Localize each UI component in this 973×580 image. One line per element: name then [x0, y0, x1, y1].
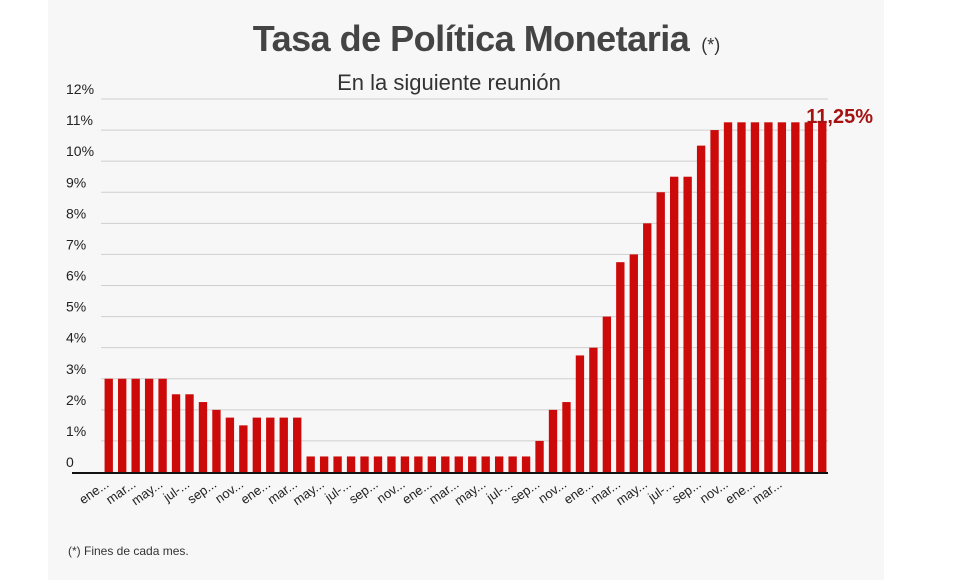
bar: [360, 456, 369, 472]
x-tick-label: sep...: [346, 476, 381, 507]
bar: [818, 122, 827, 472]
bar: [643, 223, 652, 472]
bar: [710, 130, 719, 473]
bar: [670, 176, 679, 473]
bar: [198, 402, 208, 472]
bar: [387, 456, 396, 472]
bar: [346, 456, 356, 472]
x-tick-label: jul-...: [160, 476, 192, 505]
chart-subtitle: En la siguiente reunión: [337, 70, 561, 95]
y-tick-label: 7%: [66, 236, 86, 252]
bar: [575, 355, 585, 472]
bar: [306, 456, 315, 472]
bar: [185, 394, 194, 472]
bar: [468, 456, 477, 472]
y-tick-label: 3%: [66, 361, 86, 377]
y-tick-label: 6%: [66, 268, 86, 284]
bar: [333, 456, 342, 472]
y-tick-label: 5%: [66, 299, 86, 315]
chart-title-block: Tasa de Política Monetaria (*): [0, 18, 973, 60]
bar: [777, 122, 787, 472]
bar: [400, 456, 410, 472]
x-tick-label: nov...: [535, 476, 569, 506]
y-tick-label: 11%: [66, 112, 93, 128]
y-tick-label: 1%: [66, 423, 86, 439]
bar: [602, 316, 612, 472]
x-tick-label: jul-...: [644, 476, 676, 505]
y-tick-label: 12%: [66, 81, 94, 97]
x-tick-label: nov...: [697, 476, 731, 506]
y-tick-label: 10%: [66, 143, 94, 159]
bar: [804, 122, 813, 472]
chart-title: Tasa de Política Monetaria: [252, 18, 690, 59]
footnote: (*) Fines de cada mes.: [68, 544, 189, 558]
bar: [535, 440, 544, 472]
bar: [225, 417, 235, 472]
last-value-label: 11,25%: [806, 106, 873, 128]
bar: [293, 417, 302, 472]
x-tick-label: sep...: [669, 476, 704, 507]
bar: [521, 456, 531, 472]
x-tick-label: jul-...: [321, 476, 353, 505]
bar: [158, 378, 167, 472]
bar: [212, 409, 221, 472]
bar: [723, 122, 733, 472]
bar: [656, 192, 665, 472]
bar: [750, 122, 760, 472]
bar: [683, 176, 692, 473]
bar: [441, 456, 450, 472]
bar: [252, 417, 261, 472]
bar: [562, 402, 571, 472]
x-tick-label: nov...: [212, 476, 246, 506]
x-tick-label: nov...: [374, 476, 408, 506]
bar: [548, 409, 558, 472]
bar: [629, 254, 638, 472]
y-tick-label: 4%: [66, 330, 86, 346]
bar: [764, 122, 773, 472]
bar: [454, 456, 463, 472]
y-tick-label: 8%: [66, 205, 86, 221]
bar: [589, 347, 598, 472]
x-tick-label: jul-...: [483, 476, 515, 505]
bar: [239, 425, 248, 472]
bar: [319, 456, 329, 472]
bar: [481, 456, 490, 472]
bar: [427, 456, 437, 472]
bar: [508, 456, 517, 472]
bar: [373, 456, 383, 472]
y-tick-label: 9%: [66, 174, 86, 190]
y-tick-label: 2%: [66, 392, 86, 408]
bar: [266, 417, 275, 472]
x-tick-label: sep...: [185, 476, 220, 507]
x-tick-label: sep...: [508, 476, 543, 507]
bar: [171, 394, 181, 472]
x-tick-label: mar...: [749, 476, 784, 507]
bar: [131, 378, 140, 472]
title-note: (*): [701, 35, 721, 55]
bar: [494, 456, 504, 472]
bar: [737, 122, 746, 472]
y-tick-label: 0: [66, 454, 74, 470]
bar: [696, 145, 706, 472]
bar: [104, 378, 113, 472]
bar: [414, 456, 423, 472]
bar: [144, 378, 154, 472]
bar: [791, 122, 800, 472]
bar: [616, 262, 625, 472]
bar: [118, 378, 127, 472]
bar: [279, 417, 288, 472]
